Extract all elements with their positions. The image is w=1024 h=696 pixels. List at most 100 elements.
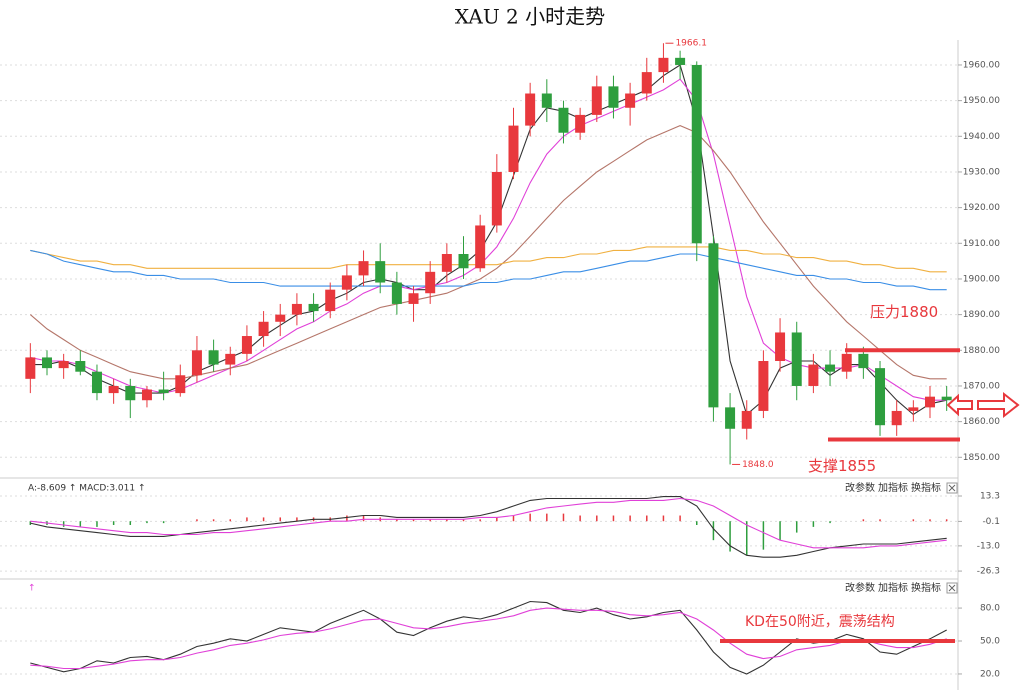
macd-line	[30, 497, 947, 549]
candle-body	[225, 353, 236, 365]
candle-body	[41, 357, 52, 369]
candle-body	[758, 361, 769, 411]
ma-line	[30, 246, 947, 273]
candle-body	[491, 171, 502, 226]
candle-body	[558, 107, 569, 133]
candle-body	[908, 407, 919, 411]
arrow-icon	[946, 391, 1020, 419]
candle-body	[791, 332, 802, 386]
panel-button[interactable]: 换指标	[911, 481, 941, 494]
candle-body	[608, 86, 619, 108]
candle-body	[925, 396, 936, 408]
candle-body	[25, 357, 36, 379]
candle-body	[575, 114, 586, 133]
y-tick-label: 1860.00	[963, 417, 1000, 427]
ma-line	[30, 78, 947, 401]
y-tick-label: 20.0	[980, 669, 1000, 679]
candle-body	[375, 261, 386, 283]
y-tick-label: 50.0	[980, 637, 1000, 647]
level-label: KD在50附近，震荡结构	[745, 614, 895, 630]
candle-body	[891, 410, 902, 426]
candle-body	[175, 375, 186, 394]
candle-body	[258, 321, 269, 337]
y-tick-label: 1940.00	[963, 132, 1000, 142]
candle-body	[291, 303, 302, 315]
extreme-label: 1966.1	[675, 39, 707, 49]
candle-body	[408, 293, 419, 304]
panel-header: A:-8.609 ↑ MACD:3.011 ↑	[28, 484, 145, 494]
candle-body	[341, 275, 352, 290]
candle-body	[191, 350, 202, 376]
candle-body	[391, 282, 402, 304]
y-tick-label: -0.1	[982, 517, 1000, 527]
close-icon	[948, 584, 956, 592]
kd-line	[30, 607, 947, 670]
panel-button[interactable]: 加指标	[878, 581, 908, 594]
candle-body	[325, 289, 336, 312]
y-tick-label: 80.0	[980, 604, 1000, 614]
candle-body	[108, 385, 119, 394]
candle-body	[941, 396, 952, 401]
y-tick-label: 1950.00	[963, 96, 1000, 106]
candle-body	[475, 225, 486, 269]
y-tick-label: 1870.00	[963, 381, 1000, 391]
y-tick-label: 13.3	[980, 491, 1000, 501]
candle-body	[241, 336, 252, 354]
candle-body	[591, 86, 602, 115]
macd-line	[30, 496, 947, 558]
candle-body	[58, 361, 69, 369]
candle-body	[358, 261, 369, 276]
candle-body	[525, 93, 536, 126]
y-tick-label: -26.3	[977, 567, 1000, 577]
candle-body	[841, 353, 852, 372]
candle-body	[658, 57, 669, 73]
candle-body	[875, 368, 886, 426]
y-tick-label: 1930.00	[963, 167, 1000, 177]
candle-body	[91, 371, 102, 394]
panel-button[interactable]: 改参数	[845, 581, 875, 594]
candle-body	[858, 353, 869, 369]
candle-body	[275, 314, 286, 322]
candle-body	[675, 57, 686, 65]
candle-body	[508, 125, 519, 172]
candle-body	[458, 254, 469, 269]
ma-line	[30, 64, 947, 416]
y-tick-label: 1900.00	[963, 274, 1000, 284]
candle-body	[158, 389, 169, 394]
panel-button[interactable]: 加指标	[878, 481, 908, 494]
level-label: 压力1880	[870, 303, 938, 321]
candle-body	[725, 407, 736, 429]
ma-line	[29, 125, 947, 380]
candle-body	[775, 332, 786, 361]
kd-line	[30, 600, 947, 675]
candle-body	[208, 350, 219, 365]
candle-body	[308, 303, 319, 312]
y-tick-label: 1920.00	[963, 203, 1000, 213]
candle-body	[425, 271, 436, 294]
candle-body	[141, 389, 152, 401]
y-tick-label: 1880.00	[963, 346, 1000, 356]
candle-body	[641, 72, 652, 94]
extreme-label: 1848.0	[742, 460, 774, 470]
candle-body	[125, 385, 136, 401]
panel-header: ↑	[28, 584, 36, 594]
candle-body	[541, 93, 552, 108]
candle-body	[691, 64, 702, 244]
y-tick-label: -13.0	[977, 541, 1001, 551]
panel-button[interactable]: 改参数	[845, 481, 875, 494]
y-tick-label: 1960.00	[963, 60, 1000, 70]
candle-body	[75, 361, 86, 372]
y-tick-label: 1890.00	[963, 310, 1000, 320]
panel-button[interactable]: 换指标	[911, 581, 941, 594]
chart-title: XAU 2 小时走势	[455, 5, 605, 29]
ma-line	[30, 249, 947, 291]
level-label: 支撑1855	[808, 457, 876, 475]
candle-body	[825, 364, 836, 372]
y-tick-label: 1850.00	[963, 453, 1000, 463]
candle-body	[708, 243, 719, 408]
candle-body	[441, 254, 452, 272]
y-tick-label: 1910.00	[963, 239, 1000, 249]
candle-body	[741, 410, 752, 429]
candle-body	[625, 93, 636, 108]
